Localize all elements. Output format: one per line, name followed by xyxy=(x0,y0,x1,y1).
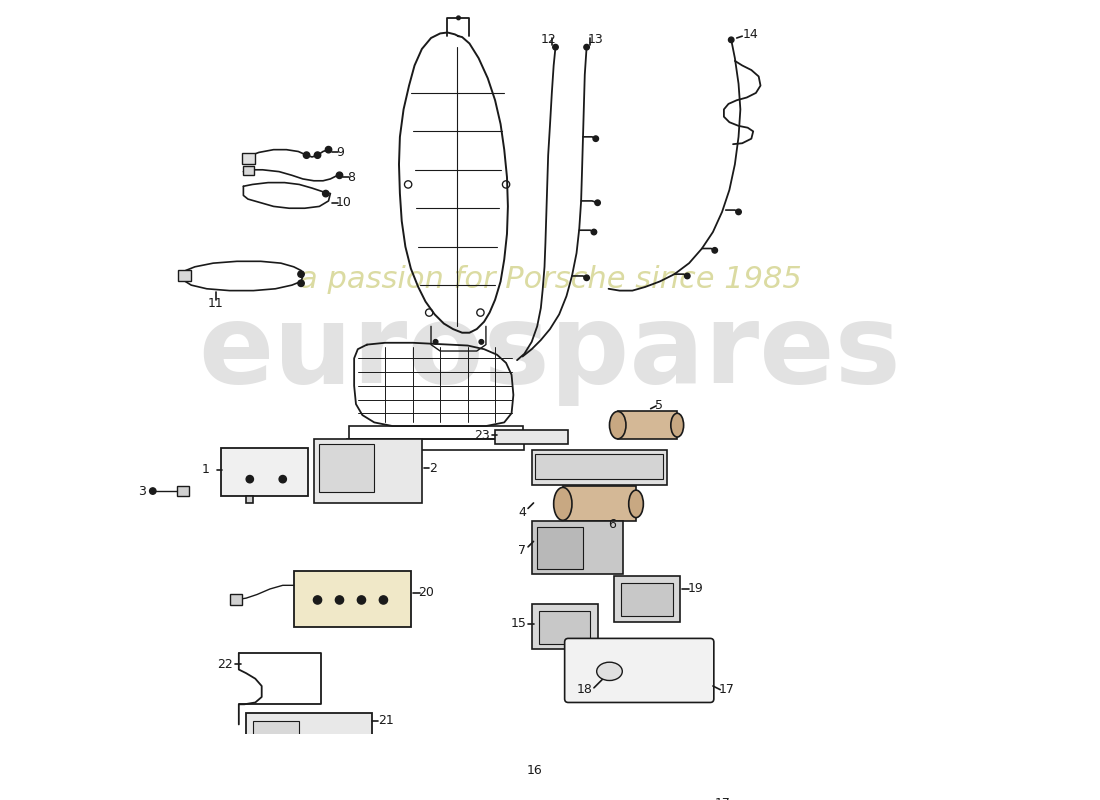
Bar xyxy=(531,450,668,485)
Bar xyxy=(536,454,663,479)
Text: 20: 20 xyxy=(418,586,434,599)
Text: 5: 5 xyxy=(656,399,663,413)
Circle shape xyxy=(379,596,387,604)
Circle shape xyxy=(552,45,558,50)
Circle shape xyxy=(584,275,590,281)
Bar xyxy=(246,714,373,779)
Circle shape xyxy=(304,152,310,158)
Bar xyxy=(614,576,680,622)
Bar xyxy=(349,426,522,439)
Ellipse shape xyxy=(671,414,683,437)
Text: 13: 13 xyxy=(587,34,604,46)
Circle shape xyxy=(593,136,598,142)
Text: 16: 16 xyxy=(527,764,542,777)
Circle shape xyxy=(314,596,321,604)
Circle shape xyxy=(315,152,321,158)
Circle shape xyxy=(150,488,156,494)
Bar xyxy=(294,570,411,627)
Circle shape xyxy=(712,247,717,253)
Text: 22: 22 xyxy=(218,658,233,670)
Circle shape xyxy=(480,339,484,344)
Text: 8: 8 xyxy=(346,170,355,184)
Circle shape xyxy=(595,200,601,206)
Text: 17: 17 xyxy=(718,683,735,696)
Text: 7: 7 xyxy=(518,544,526,557)
Bar xyxy=(550,766,594,800)
Bar xyxy=(314,439,422,503)
Ellipse shape xyxy=(596,662,623,681)
Text: 17: 17 xyxy=(715,797,730,800)
Circle shape xyxy=(584,45,590,50)
Circle shape xyxy=(456,16,460,20)
Bar xyxy=(220,448,308,496)
Bar xyxy=(319,444,374,492)
Text: 10: 10 xyxy=(336,196,352,210)
Circle shape xyxy=(433,339,438,344)
Text: 11: 11 xyxy=(208,297,223,310)
Bar xyxy=(242,154,255,164)
Bar xyxy=(539,611,591,644)
Bar xyxy=(243,166,254,175)
Circle shape xyxy=(246,475,253,483)
Ellipse shape xyxy=(553,487,572,520)
Text: 12: 12 xyxy=(540,34,556,46)
Circle shape xyxy=(736,209,741,214)
Ellipse shape xyxy=(629,490,644,518)
Circle shape xyxy=(684,274,690,278)
Circle shape xyxy=(336,596,343,604)
Text: 14: 14 xyxy=(742,28,758,41)
Bar xyxy=(246,496,253,503)
FancyBboxPatch shape xyxy=(564,638,714,702)
Bar xyxy=(563,486,636,522)
Bar xyxy=(537,526,583,569)
Text: 19: 19 xyxy=(688,582,703,595)
Bar xyxy=(346,439,525,450)
Bar xyxy=(618,411,678,439)
Circle shape xyxy=(298,280,305,286)
Ellipse shape xyxy=(609,411,626,439)
Text: 21: 21 xyxy=(378,714,394,727)
Text: 23: 23 xyxy=(474,429,490,442)
FancyBboxPatch shape xyxy=(544,759,707,800)
Circle shape xyxy=(322,190,329,197)
Bar xyxy=(178,270,191,282)
Bar xyxy=(253,721,299,755)
Bar xyxy=(495,430,569,444)
Text: 9: 9 xyxy=(336,146,343,159)
Text: 3: 3 xyxy=(138,485,145,498)
Text: 2: 2 xyxy=(429,462,437,474)
Text: 4: 4 xyxy=(518,506,526,518)
Bar xyxy=(621,583,672,617)
Text: 18: 18 xyxy=(576,683,592,696)
Text: 1: 1 xyxy=(201,463,209,477)
Circle shape xyxy=(337,172,343,178)
Circle shape xyxy=(358,596,365,604)
Bar xyxy=(556,774,588,794)
Circle shape xyxy=(279,475,286,483)
Bar xyxy=(230,594,242,606)
Circle shape xyxy=(298,271,305,278)
Bar xyxy=(177,486,189,496)
Text: a passion for Porsche since 1985: a passion for Porsche since 1985 xyxy=(298,265,802,294)
Bar xyxy=(531,604,597,650)
Ellipse shape xyxy=(618,790,642,800)
Circle shape xyxy=(728,37,734,42)
Bar xyxy=(531,522,624,574)
Text: 15: 15 xyxy=(510,618,526,630)
Text: eurospares: eurospares xyxy=(199,299,901,406)
Circle shape xyxy=(591,230,596,234)
Text: 6: 6 xyxy=(608,518,616,531)
Circle shape xyxy=(326,146,332,153)
